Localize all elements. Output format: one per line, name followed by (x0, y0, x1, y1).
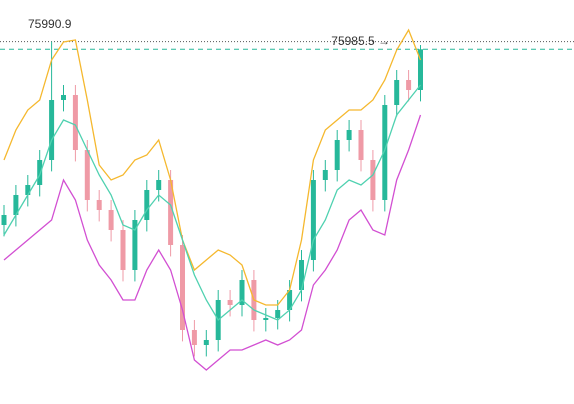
candle-body (72, 95, 78, 150)
candle-body (322, 170, 328, 180)
candle-body (227, 300, 233, 305)
candle-body (418, 49, 423, 90)
candle-body (168, 180, 174, 245)
band-line (3, 28, 422, 306)
candle-body (156, 180, 162, 190)
candle-body (13, 195, 19, 215)
high-label: 75990.9 (28, 17, 72, 31)
candle-body (144, 190, 150, 220)
candle-body (382, 105, 388, 200)
candle-body (1, 215, 7, 225)
candle-body (61, 95, 66, 100)
candle-body (37, 160, 43, 185)
candle-body (346, 130, 352, 140)
candle-body (203, 340, 209, 345)
band-line (3, 84, 422, 321)
candle-body (108, 210, 114, 230)
candle-body (25, 185, 31, 195)
candle-body (49, 100, 55, 160)
candle-body (180, 245, 185, 330)
band-line (3, 114, 422, 371)
candle-body (239, 280, 245, 305)
candle-body (275, 310, 281, 318)
candle-body (191, 330, 197, 345)
candle-body (406, 80, 412, 90)
candle-body (287, 290, 293, 310)
candle-body (370, 160, 376, 200)
candle-body (358, 130, 364, 160)
candle-body (334, 140, 340, 170)
candle-body (310, 180, 316, 260)
candle-body (394, 80, 400, 105)
candle-body (84, 150, 90, 200)
candle-body (96, 200, 102, 210)
candle-body (120, 230, 126, 270)
candle-body (299, 260, 304, 290)
candle-body (263, 318, 269, 320)
candle-body (132, 220, 138, 270)
